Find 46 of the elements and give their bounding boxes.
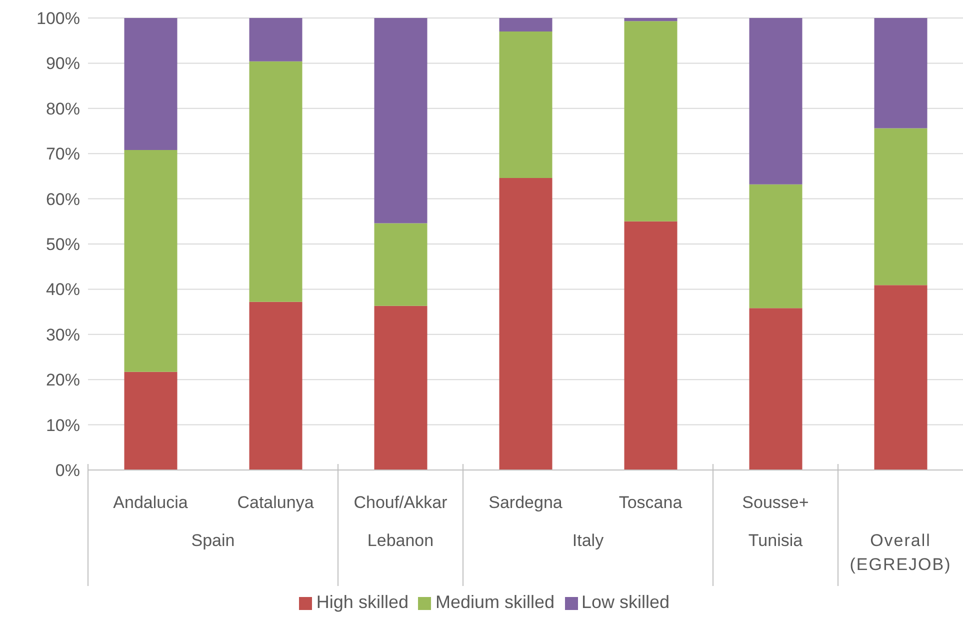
bar — [499, 32, 552, 178]
bar — [249, 61, 302, 302]
bar — [249, 302, 302, 470]
bar — [749, 184, 802, 308]
legend-label: Low skilled — [582, 592, 670, 612]
x-tick-label: Chouf/Akkar — [354, 493, 448, 512]
x-tick-label: Andalucia — [113, 493, 188, 512]
bar — [499, 18, 552, 32]
y-tick-label: 50% — [46, 235, 80, 254]
bar — [749, 308, 802, 470]
text: Spain — [191, 531, 235, 550]
bar — [499, 178, 552, 470]
x-tick-label: Sardegna — [488, 493, 563, 512]
bar — [249, 18, 302, 62]
bar — [874, 18, 928, 128]
text: Overall (EGREJOB) — [850, 531, 952, 574]
bar — [874, 285, 928, 470]
x-tick-label: Toscana — [618, 493, 683, 512]
bar — [624, 21, 678, 222]
y-tick-label: 40% — [46, 280, 80, 300]
text: Italy — [572, 531, 604, 550]
y-tick-label: 30% — [46, 325, 80, 344]
bar — [374, 18, 428, 224]
text: Tunisia — [748, 531, 804, 550]
bar — [624, 18, 678, 22]
bar — [374, 306, 428, 470]
bar — [124, 372, 178, 470]
bar — [874, 128, 928, 286]
y-tick-label: 0% — [55, 461, 80, 480]
y-tick-label: 100% — [36, 9, 80, 28]
legend-label: Medium skilled — [435, 592, 555, 612]
y-tick-label: 90% — [46, 54, 80, 74]
y-tick-label: 20% — [46, 370, 80, 390]
x-tick-label: Sousse+ — [742, 493, 809, 512]
bar — [624, 221, 678, 470]
bar — [124, 18, 178, 150]
legend-label: High skilled — [316, 592, 408, 612]
x-tick-label: Catalunya — [237, 493, 314, 512]
y-tick-label: 10% — [46, 416, 80, 435]
text: Lebanon — [367, 531, 434, 550]
y-tick-label: 60% — [46, 190, 80, 209]
bar — [124, 150, 178, 372]
y-tick-label: 80% — [46, 99, 80, 118]
bar — [749, 18, 802, 184]
y-tick-label: 70% — [46, 144, 80, 164]
bar — [374, 223, 428, 306]
